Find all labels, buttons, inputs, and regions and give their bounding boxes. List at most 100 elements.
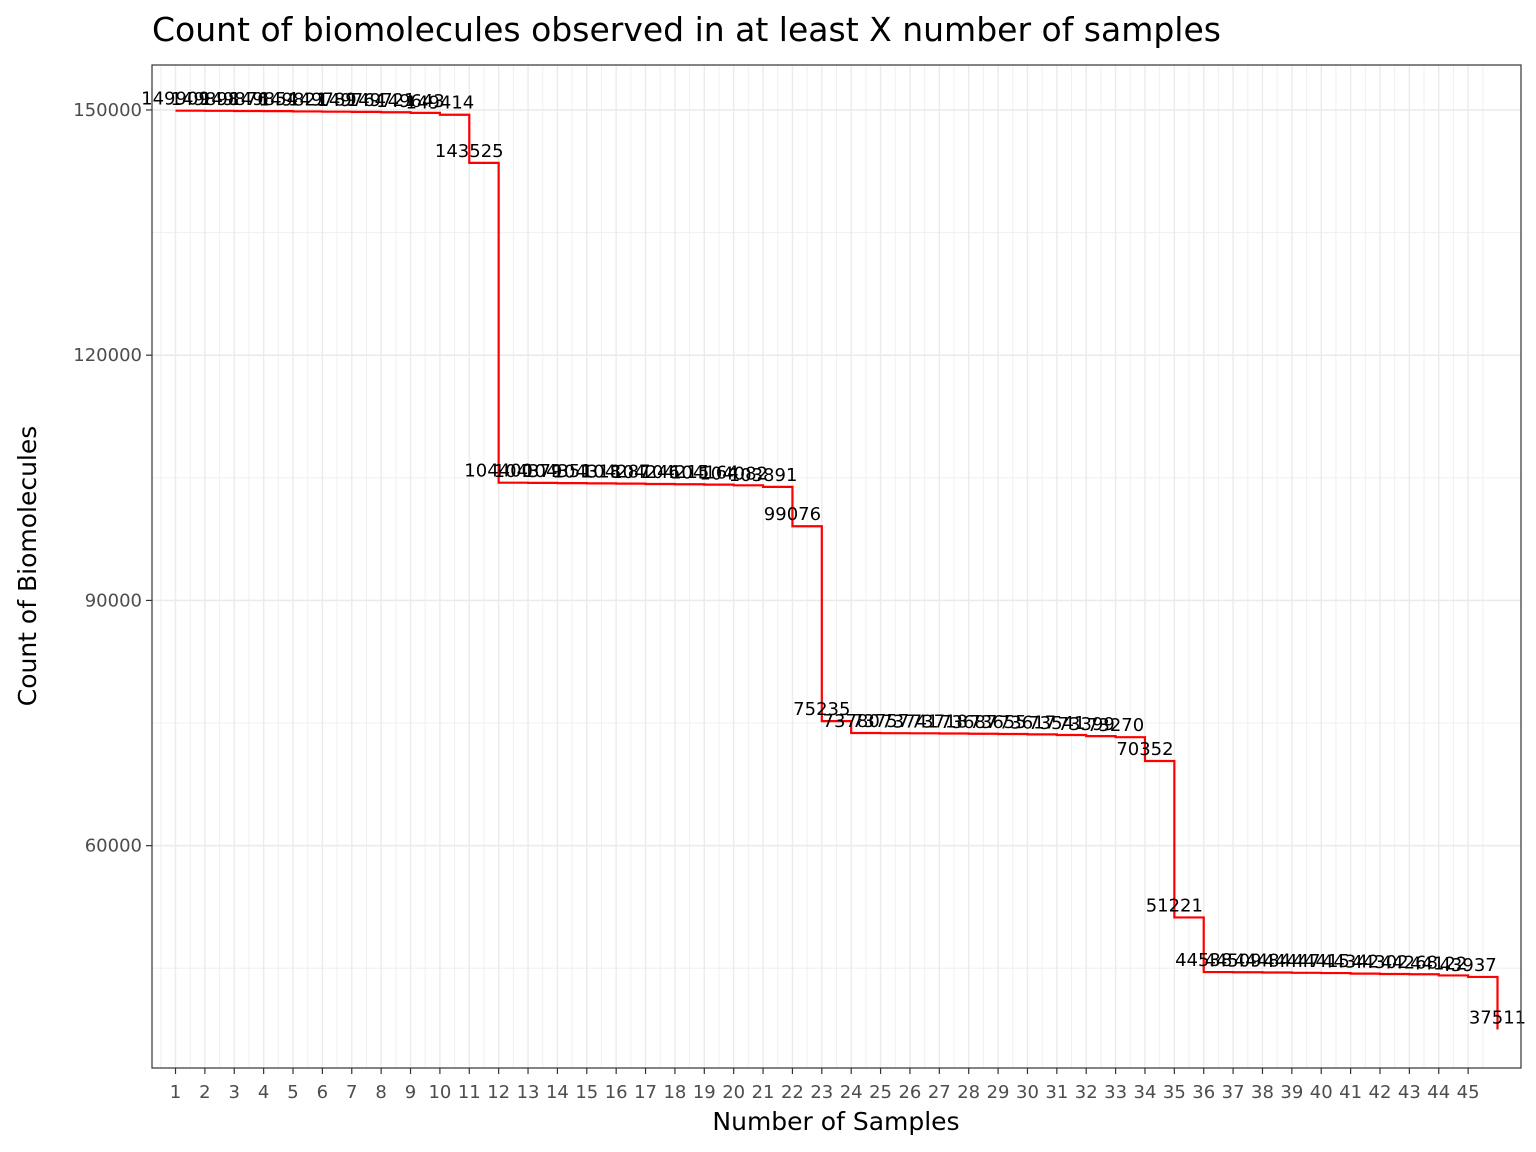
x-tick-label: 11 [458, 1082, 481, 1103]
data-label: 44302 [1351, 952, 1408, 973]
x-tick-label: 5 [287, 1082, 298, 1103]
y-axis-title: Count of Biomolecules [13, 426, 42, 707]
x-tick-label: 36 [1192, 1082, 1215, 1103]
data-label: 149721 [347, 90, 416, 111]
x-tick-label: 43 [1398, 1082, 1421, 1103]
x-tick-label: 24 [840, 1082, 863, 1103]
data-label: 37511 [1469, 1007, 1526, 1028]
x-tick-label: 29 [987, 1082, 1010, 1103]
data-label: 104215 [641, 462, 710, 483]
data-label: 73399 [1058, 714, 1115, 735]
data-label: 75235 [793, 699, 850, 720]
minor-gridlines [152, 65, 1521, 1068]
x-tick-label: 13 [517, 1082, 540, 1103]
data-label: 44509 [1204, 950, 1261, 971]
data-label: 43937 [1439, 955, 1496, 976]
data-label: 51221 [1146, 895, 1203, 916]
data-label: 44342 [1322, 952, 1379, 973]
y-tick-label: 60000 [85, 836, 142, 857]
x-tick-label: 44 [1427, 1082, 1450, 1103]
data-label: 73718 [911, 712, 968, 733]
x-tick-label: 22 [781, 1082, 804, 1103]
x-tick-label: 20 [722, 1082, 745, 1103]
data-label: 99076 [764, 504, 821, 525]
major-gridlines [152, 65, 1521, 1068]
x-tick-label: 38 [1251, 1082, 1274, 1103]
panel-border [151, 64, 1522, 1069]
x-tick-label: 27 [928, 1082, 951, 1103]
x-tick-label: 25 [869, 1082, 892, 1103]
data-label: 44415 [1293, 951, 1350, 972]
data-label: 73655 [969, 712, 1026, 733]
x-tick-label: 32 [1075, 1082, 1098, 1103]
y-axis: 60000 90000 120000 150000 [73, 100, 152, 857]
data-label: 104164 [670, 463, 739, 484]
x-tick-label: 16 [605, 1082, 628, 1103]
x-tick-label: 42 [1369, 1082, 1392, 1103]
data-label: 104400 [464, 461, 533, 482]
x-tick-label: 41 [1339, 1082, 1362, 1103]
x-tick-label: 19 [693, 1082, 716, 1103]
data-label: 73687 [940, 712, 997, 733]
data-label: 70352 [1116, 739, 1173, 760]
data-label: 104379 [494, 461, 563, 482]
data-label: 149821 [259, 89, 328, 110]
y-tick-label: 150000 [73, 100, 142, 121]
data-label: 44122 [1410, 953, 1467, 974]
data-label: 73780 [823, 711, 880, 732]
x-tick-label: 33 [1104, 1082, 1127, 1103]
data-label: 104287 [582, 462, 651, 483]
y-tick-label: 120000 [73, 345, 142, 366]
data-labels: 1499091498981498761498541498211497891497… [141, 89, 1526, 1029]
data-label: 73541 [1028, 713, 1085, 734]
data-label: 73757 [852, 711, 909, 732]
x-tick-label: 21 [752, 1082, 775, 1103]
x-tick-label: 31 [1045, 1082, 1068, 1103]
x-tick-label: 30 [1016, 1082, 1039, 1103]
x-tick-label: 10 [428, 1082, 451, 1103]
x-tick-label: 14 [546, 1082, 569, 1103]
x-tick-label: 28 [957, 1082, 980, 1103]
x-tick-label: 12 [487, 1082, 510, 1103]
x-axis-title: Number of Samples [712, 1107, 959, 1136]
data-label: 44484 [1234, 950, 1291, 971]
x-tick-label: 40 [1310, 1082, 1333, 1103]
x-tick-label: 7 [346, 1082, 357, 1103]
data-label: 143525 [435, 141, 504, 162]
series-line [175, 109, 1499, 1030]
data-label: 149898 [171, 89, 240, 110]
data-label: 149909 [141, 89, 210, 110]
data-label: 103891 [729, 465, 798, 486]
data-label: 73741 [881, 711, 938, 732]
data-label: 104318 [552, 461, 621, 482]
data-label: 73270 [1087, 715, 1144, 736]
data-label: 44447 [1263, 951, 1320, 972]
x-tick-label: 39 [1280, 1082, 1303, 1103]
plot-panel: 1499091498981498761498541498211497891497… [141, 64, 1526, 1069]
x-tick-label: 4 [258, 1082, 269, 1103]
chart-title: Count of biomolecules observed in at lea… [152, 10, 1221, 49]
x-tick-label: 17 [634, 1082, 657, 1103]
data-label: 149854 [229, 89, 298, 110]
data-label: 149643 [376, 91, 445, 112]
x-tick-label: 6 [317, 1082, 328, 1103]
data-label: 104246 [611, 462, 680, 483]
data-label: 44538 [1175, 950, 1232, 971]
data-label: 104082 [699, 463, 768, 484]
x-axis: 1 2 3 4 5 6 7 8 9 10 11 12 13 14 15 16 17 18 19 20 21 22 23 24 2… [170, 1068, 1480, 1103]
x-tick-label: 34 [1134, 1082, 1157, 1103]
x-tick-label: 18 [663, 1082, 686, 1103]
data-label: 73617 [999, 712, 1056, 733]
x-tick-label: 1 [170, 1082, 181, 1103]
x-tick-label: 2 [199, 1082, 210, 1103]
data-label: 149764 [317, 90, 386, 111]
data-label: 149414 [406, 93, 475, 114]
x-tick-label: 45 [1457, 1082, 1480, 1103]
data-label: 149876 [200, 89, 269, 110]
y-tick-label: 90000 [85, 590, 142, 611]
x-tick-label: 37 [1222, 1082, 1245, 1103]
data-label: 104351 [523, 461, 592, 482]
data-label: 149789 [288, 90, 357, 111]
x-tick-label: 15 [575, 1082, 598, 1103]
